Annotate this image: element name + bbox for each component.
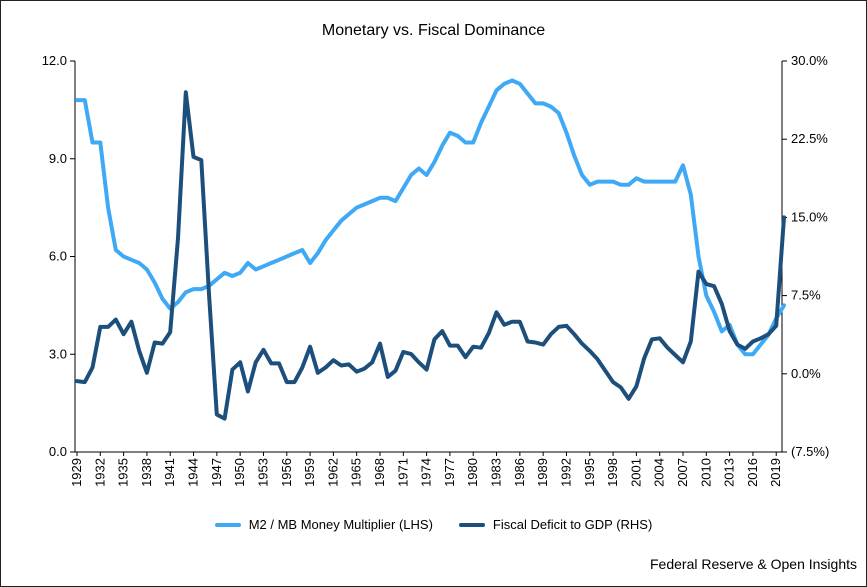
x-axis-tick-label: 1932 [92, 458, 107, 487]
x-axis-tick-label: 2010 [698, 458, 713, 487]
legend-item-multiplier: M2 / MB Money Multiplier (LHS) [214, 517, 433, 532]
x-axis-tick-label: 1971 [395, 458, 410, 487]
x-axis-tick-label: 1944 [186, 458, 201, 487]
series-line-money-multiplier [75, 78, 786, 357]
x-axis-tick-label: 2019 [768, 458, 783, 487]
x-axis-tick-label: 2013 [722, 458, 737, 487]
legend-item-deficit: Fiscal Deficit to GDP (RHS) [458, 517, 653, 532]
right-axis-tick-labels: (7.5%) 0.0% 7.5% 15.0% 22.5% 30.0% [791, 53, 829, 459]
x-axis-tick-label: 1977 [442, 458, 457, 487]
x-axis-tick-label: 2004 [652, 458, 667, 487]
axes-layer [70, 60, 787, 456]
left-axis-tick-labels: 0.0 3.0 6.0 9.0 12.0 [42, 53, 67, 459]
x-axis-tick-label: 1941 [162, 458, 177, 487]
series-line-fiscal-deficit [75, 90, 786, 421]
x-axis-tick-label: 1992 [558, 458, 573, 487]
legend-label-multiplier: M2 / MB Money Multiplier (LHS) [248, 517, 433, 532]
x-axis-tick-label: 1953 [255, 458, 270, 487]
x-axis-tick-label: 2007 [675, 458, 690, 487]
left-axis-tick-label: 6.0 [49, 249, 67, 264]
right-axis-tick-label: 0.0% [791, 366, 821, 381]
left-axis-tick-label: 0.0 [49, 444, 67, 459]
x-axis-tick-label: 1980 [465, 458, 480, 487]
left-axis-tick-label: 12.0 [42, 53, 67, 68]
x-axis-tick-label: 2016 [745, 458, 760, 487]
x-axis-tick-label: 1989 [535, 458, 550, 487]
x-axis-tick-label: 1968 [372, 458, 387, 487]
x-axis-tick-label: 1935 [116, 458, 131, 487]
x-axis-tick-labels: 1929 1932 1935 1938 1941 1944 1947 1950 1953 1956… [69, 458, 783, 487]
right-axis-tick-label: 30.0% [791, 53, 828, 68]
x-axis-tick-label: 1998 [605, 458, 620, 487]
series-lines [75, 78, 786, 421]
x-axis-tick-label: 1986 [512, 458, 527, 487]
chart-title: Monetary vs. Fiscal Dominance [321, 22, 546, 39]
x-axis-tick-label: 1974 [419, 458, 434, 487]
x-axis-tick-label: 1956 [279, 458, 294, 487]
legend-label-deficit: Fiscal Deficit to GDP (RHS) [492, 517, 653, 532]
source-note: Federal Reserve & Open Insights [650, 556, 857, 572]
legend: M2 / MB Money Multiplier (LHS) Fiscal De… [0, 517, 867, 532]
legend-swatch-deficit [458, 522, 485, 527]
right-axis-tick-label: 15.0% [791, 209, 828, 224]
x-axis-tick-label: 1965 [349, 458, 364, 487]
x-axis-tick-label: 1959 [302, 458, 317, 487]
legend-swatch-multiplier [214, 522, 241, 527]
left-axis-tick-label: 9.0 [49, 151, 67, 166]
x-axis-tick-label: 1950 [232, 458, 247, 487]
x-axis-tick-label: 1962 [325, 458, 340, 487]
left-axis-tick-label: 3.0 [49, 346, 67, 361]
x-axis-tick-label: 1947 [209, 458, 224, 487]
right-axis-tick-label: 22.5% [791, 131, 828, 146]
right-axis-tick-label: 7.5% [791, 288, 821, 303]
x-axis-tick-label: 2001 [628, 458, 643, 487]
x-axis-tick-label: 1983 [489, 458, 504, 487]
x-axis-tick-label: 1929 [69, 458, 84, 487]
x-axis-tick-label: 1938 [139, 458, 154, 487]
x-axis-tick-label: 1995 [582, 458, 597, 487]
right-axis-tick-label: (7.5%) [791, 444, 829, 459]
